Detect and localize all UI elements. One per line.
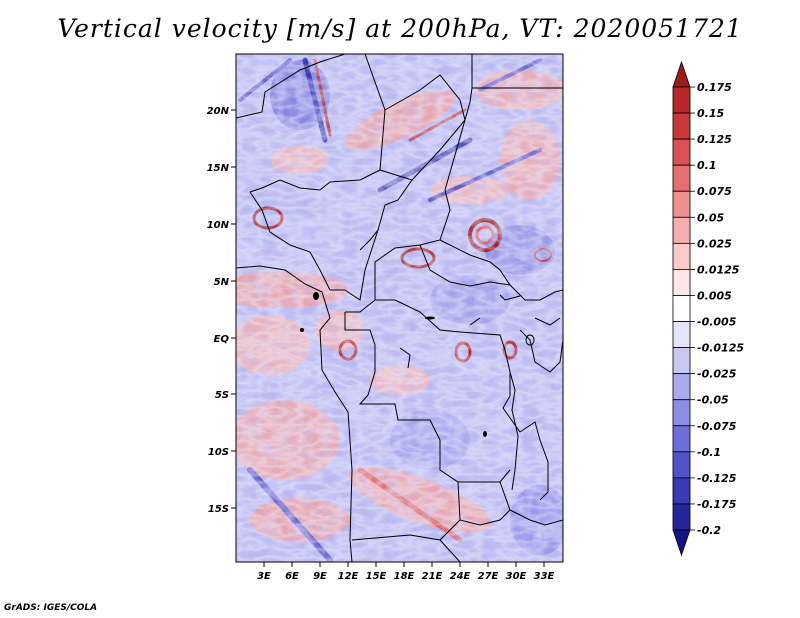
grads-credit: GrADS: IGES/COLA (4, 603, 98, 613)
lon-label: 27E (478, 571, 499, 582)
colorbar-segment (672, 529, 691, 557)
longitude-axis: 3E 6E 9E 12E 15E 18E 21E 24E 27E 30E 33E (257, 562, 555, 582)
lon-label: 30E (506, 571, 527, 582)
colorbar-segment (672, 503, 691, 531)
colorbar-label: -0.125 (697, 472, 737, 485)
lon-label: 33E (534, 571, 555, 582)
colorbar-label: -0.05 (697, 394, 729, 407)
colorbar-label: -0.1 (697, 446, 721, 459)
velocity-field (236, 54, 563, 562)
colorbar-label: 0.005 (697, 289, 732, 302)
colorbar-segment (672, 216, 691, 244)
lon-label: 21E (422, 571, 443, 582)
colorbar-label: -0.005 (697, 316, 737, 329)
lat-label: 10N (207, 220, 230, 231)
colorbar-label: -0.175 (697, 498, 737, 511)
map-title: Vertical velocity [m/s] at 200hPa, VT: 2… (57, 14, 743, 43)
lon-label: 3E (257, 571, 271, 582)
colorbar-segment (672, 425, 691, 453)
colorbar-segment (672, 164, 691, 192)
colorbar-segment (672, 295, 691, 322)
lon-label: 24E (450, 571, 471, 582)
colorbar-label: -0.075 (697, 420, 737, 433)
lat-label: 5S (215, 390, 229, 401)
colorbar-segment (672, 60, 691, 88)
colorbar-label: 0.175 (697, 81, 732, 94)
colorbar-segment (672, 399, 691, 427)
colorbar-label: -0.2 (697, 524, 721, 537)
lat-label: 15S (208, 504, 229, 515)
colorbar-segment (672, 477, 691, 505)
colorbar-segment (672, 269, 691, 296)
colorbar-label: 0.0125 (697, 263, 740, 276)
colorbar-label: 0.025 (697, 237, 732, 250)
colorbar-label: 0.125 (697, 133, 732, 146)
lon-label: 6E (285, 571, 299, 582)
colorbar-segment (672, 86, 691, 114)
colorbar-segment (672, 347, 691, 375)
colorbar-segment (672, 138, 691, 166)
colorbar-segment (672, 373, 691, 401)
lon-label: 9E (313, 571, 327, 582)
lat-label: 10S (208, 447, 229, 458)
colorbar-segment (672, 321, 691, 348)
country-borders (236, 54, 563, 562)
lat-label: EQ (214, 334, 230, 345)
colorbar-segment (672, 190, 691, 218)
lon-label: 18E (394, 571, 415, 582)
latitude-axis: 20N 15N 10N 5N EQ 5S 10S 15S (207, 106, 236, 515)
colorbar: 0.175 0.15 0.125 0.1 0.075 0.05 0.025 0.0125 0.0… (672, 60, 744, 557)
lat-label: 20N (207, 106, 230, 117)
colorbar-segment (672, 112, 691, 140)
lon-label: 15E (366, 571, 387, 582)
lat-label: 15N (207, 163, 230, 174)
lat-label: 5N (214, 277, 230, 288)
colorbar-label: 0.15 (697, 107, 724, 120)
colorbar-label: 0.1 (697, 159, 717, 172)
colorbar-label: -0.025 (697, 368, 737, 381)
colorbar-label: 0.05 (697, 211, 724, 224)
colorbar-segment (672, 451, 691, 479)
map-frame (235, 53, 564, 563)
lon-label: 12E (338, 571, 359, 582)
colorbar-label: -0.0125 (697, 342, 744, 355)
colorbar-segment (672, 242, 691, 270)
colorbar-label: 0.075 (697, 185, 732, 198)
